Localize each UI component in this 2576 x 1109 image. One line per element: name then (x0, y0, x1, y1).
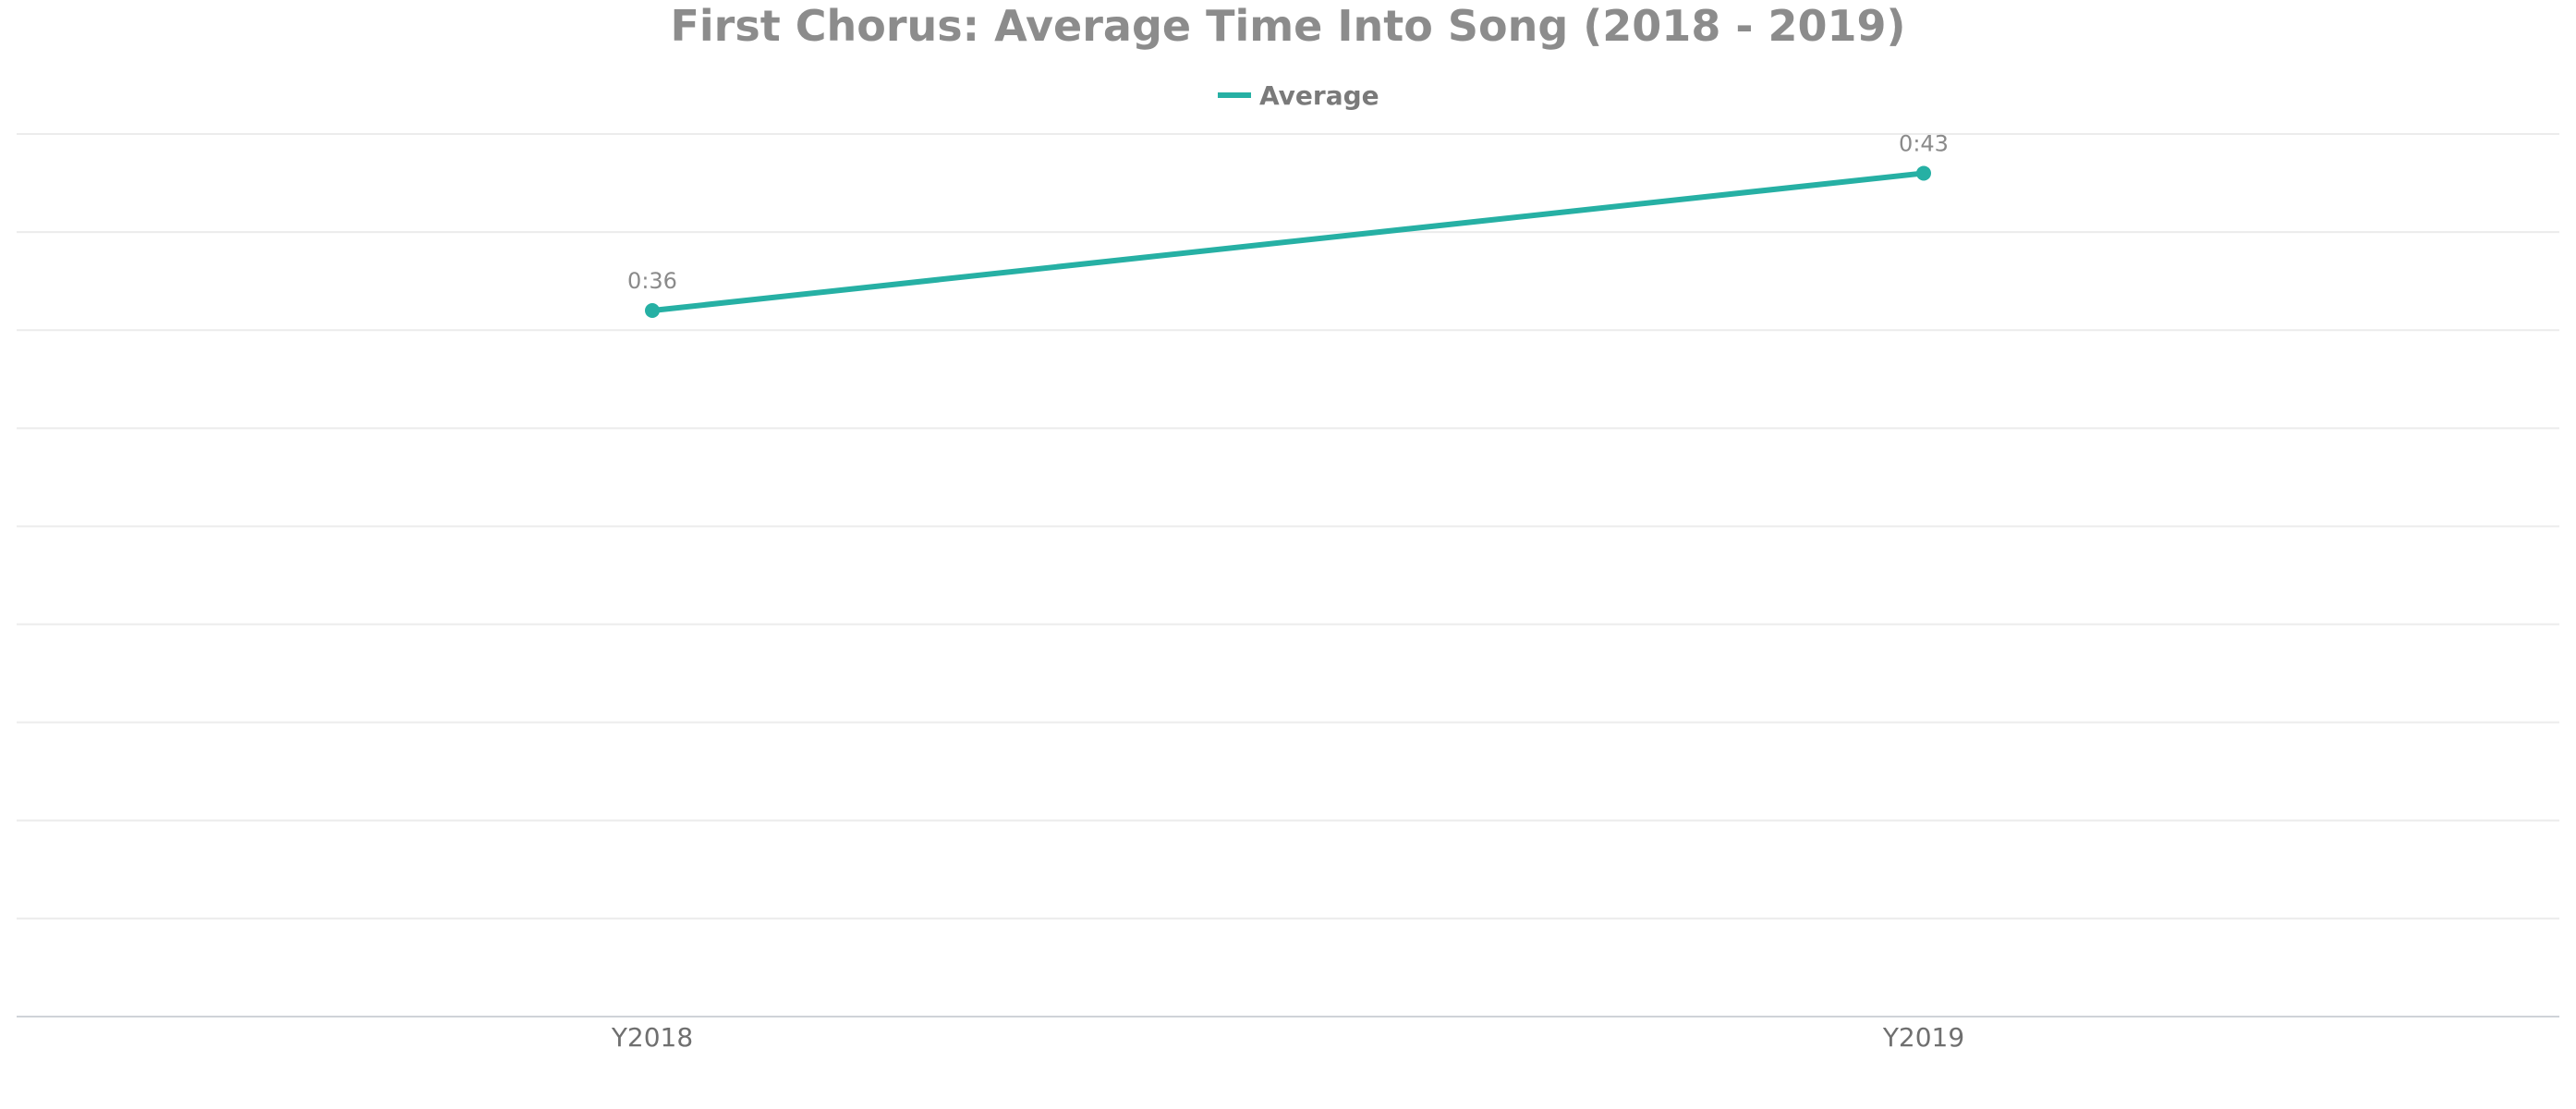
x-axis: Y2018 Y2019 (17, 1016, 2559, 1053)
data-label: 0:36 (627, 268, 677, 294)
x-tick-label: Y2019 (1882, 1022, 1964, 1053)
series-line-average (650, 170, 1926, 313)
grid-lines (17, 133, 2559, 920)
chart-title: First Chorus: Average Time Into Song (20… (670, 1, 1905, 51)
data-point[interactable] (1916, 165, 1931, 181)
series-average (645, 165, 1931, 318)
data-label: 0:43 (1899, 130, 1949, 156)
data-labels: 0:36 0:43 (627, 130, 1949, 294)
data-point[interactable] (645, 303, 660, 318)
legend-label-average: Average (1259, 80, 1379, 111)
chart-legend[interactable]: Average (1218, 80, 1379, 111)
x-tick-label: Y2018 (611, 1022, 693, 1053)
